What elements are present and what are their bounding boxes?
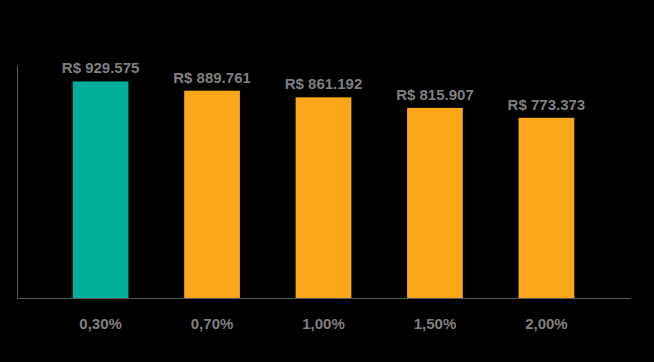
x-tick: 2,00% <box>525 315 568 332</box>
bar <box>519 118 575 298</box>
chart-svg: 0,30% 0,70% 1,00% 1,50% 2,00% R$ 929.575 R$ 88… <box>0 0 654 362</box>
x-tick: 1,00% <box>302 315 345 332</box>
data-label: R$ 889.761 <box>173 69 251 86</box>
data-label: R$ 861.192 <box>285 75 363 92</box>
data-label: R$ 815.907 <box>396 86 474 103</box>
x-tick: 0,70% <box>191 315 234 332</box>
data-label: R$ 773.373 <box>508 96 586 113</box>
x-tick-label: 0,70% <box>191 315 234 332</box>
x-tick: 1,50% <box>414 315 457 332</box>
x-tick-label: 1,00% <box>302 315 345 332</box>
bar <box>296 97 352 298</box>
chart-container: 0,30% 0,70% 1,00% 1,50% 2,00% R$ 929.575 R$ 88… <box>0 0 654 362</box>
bars <box>73 81 575 298</box>
data-labels: R$ 929.575 R$ 889.761 R$ 861.192 R$ 815.907… <box>62 59 585 112</box>
y-axis <box>17 66 18 299</box>
x-axis-line <box>18 298 631 299</box>
x-tick-label: 0,30% <box>79 315 122 332</box>
bar <box>73 81 129 298</box>
bar <box>184 91 240 298</box>
x-tick-label: 1,50% <box>414 315 457 332</box>
y-axis-line <box>17 66 18 299</box>
data-label: R$ 929.575 <box>62 59 140 76</box>
x-tick-label: 2,00% <box>525 315 568 332</box>
bar <box>407 108 463 298</box>
plot-area: 0,30% 0,70% 1,00% 1,50% 2,00% R$ 929.575 R$ 88… <box>18 59 631 331</box>
x-tick: 0,30% <box>79 315 122 332</box>
x-axis: 0,30% 0,70% 1,00% 1,50% 2,00% <box>18 299 631 332</box>
